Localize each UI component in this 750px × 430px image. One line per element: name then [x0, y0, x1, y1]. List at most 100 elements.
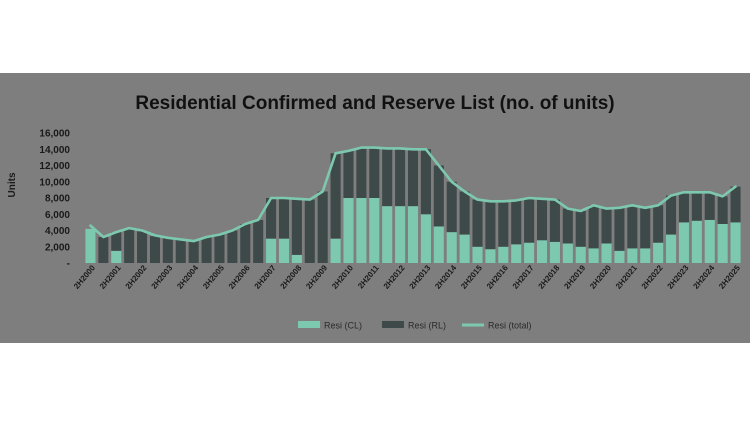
bar-resi-rl	[382, 148, 393, 207]
legend: Resi (CL) Resi (RL) Resi (total)	[298, 321, 532, 331]
y-tick-label: 12,000	[39, 161, 70, 172]
y-tick-label: 6,000	[45, 210, 70, 221]
x-axis: 2H2000 2H2001 2H2002 2H2003 2H2004 2H2005 2H20…	[72, 263, 742, 291]
bar-resi-rl	[253, 219, 264, 263]
bar-resi-cl	[395, 206, 406, 263]
bar-resi-cl	[730, 222, 741, 263]
legend-swatch	[298, 321, 320, 328]
bar-resi-rl	[549, 199, 560, 242]
bar-resi-rl	[653, 205, 664, 243]
chart-title: Residential Confirmed and Reserve List (…	[135, 93, 615, 114]
x-tick-label: 2H2006	[227, 263, 252, 291]
bar-resi-cl	[575, 246, 586, 263]
bar-resi-rl	[588, 205, 599, 249]
bar-resi-cl	[356, 198, 367, 263]
bar-resi-cl	[343, 198, 354, 263]
bar-resi-rl	[162, 237, 173, 263]
bar-resi-cl	[562, 243, 573, 263]
y-tick-label: 8,000	[45, 194, 70, 205]
bar-resi-cl	[407, 206, 419, 263]
bar-resi-rl	[356, 147, 367, 198]
x-tick-label: 2H2002	[124, 263, 149, 291]
bar-resi-rl	[666, 195, 677, 235]
line-layer	[89, 146, 737, 243]
y-tick-label: 10,000	[39, 177, 70, 188]
x-tick-label: 2H2019	[562, 263, 587, 291]
bar-resi-rl	[291, 198, 302, 255]
bar-resi-cl	[678, 222, 689, 263]
bar-resi-rl	[511, 200, 522, 245]
bar-resi-rl	[227, 230, 238, 263]
bar-resi-cl	[459, 234, 470, 263]
bar-resi-rl	[446, 181, 457, 233]
bar-resi-rl	[343, 150, 354, 198]
bar-resi-rl	[472, 199, 483, 247]
bar-resi-cl	[369, 198, 380, 263]
x-tick-label: 2H2008	[279, 263, 304, 291]
x-tick-label: 2H2012	[382, 263, 407, 291]
bar-resi-cl	[717, 224, 728, 263]
bar-resi-rl	[640, 207, 651, 249]
bar-resi-rl	[536, 198, 548, 241]
bar-resi-rl	[369, 147, 380, 198]
x-tick-label: 2H2023	[666, 263, 691, 291]
x-tick-label: 2H2013	[408, 263, 433, 291]
bar-resi-cl	[330, 238, 341, 263]
x-tick-label: 2H2018	[537, 263, 562, 291]
x-tick-label: 2H2009	[304, 263, 329, 291]
x-tick-label: 2H2025	[717, 263, 742, 291]
bar-resi-rl	[459, 191, 470, 235]
legend-label: Resi (CL)	[324, 321, 362, 331]
bar-resi-cl	[472, 246, 483, 263]
bar-resi-rl	[278, 198, 290, 239]
legend-label: Resi (RL)	[408, 321, 446, 331]
bar-resi-rl	[575, 211, 586, 247]
legend-swatch	[382, 321, 404, 328]
bar-resi-cl	[278, 238, 290, 263]
bar-resi-rl	[304, 199, 315, 263]
bar-resi-rl	[214, 234, 225, 263]
bar-resi-cl	[614, 250, 625, 263]
bar-resi-rl	[240, 224, 251, 263]
bar-resi-rl	[188, 241, 199, 263]
bar-resi-cl	[691, 220, 702, 263]
bar-resi-cl	[382, 206, 393, 263]
bar-resi-rl	[601, 208, 612, 244]
bar-resi-cl	[433, 226, 444, 263]
bar-resi-rl	[614, 207, 625, 251]
bar-resi-cl	[266, 238, 277, 263]
bar-resi-cl	[111, 250, 122, 263]
bar-resi-cl	[640, 248, 651, 263]
bar-resi-rl	[201, 237, 212, 263]
bar-resi-rl	[407, 149, 419, 207]
bar-resi-rl	[730, 186, 741, 223]
x-tick-label: 2H2015	[459, 263, 484, 291]
x-tick-label: 2H2011	[356, 263, 381, 290]
bar-resi-cl	[704, 219, 715, 263]
x-tick-label: 2H2000	[72, 263, 97, 291]
bar-resi-rl	[678, 192, 689, 223]
bar-resi-rl	[524, 198, 535, 243]
bar-resi-rl	[330, 153, 341, 239]
bar-resi-rl	[111, 232, 122, 251]
bar-resi-rl	[627, 205, 638, 249]
x-tick-label: 2H2004	[175, 263, 200, 291]
bar-resi-rl	[98, 237, 109, 263]
bar-resi-cl	[524, 242, 535, 263]
y-tick-label: 4,000	[45, 226, 70, 237]
x-tick-label: 2H2020	[588, 263, 613, 291]
bar-resi-rl	[395, 148, 406, 207]
y-tick-label: 16,000	[39, 129, 70, 140]
bar-resi-rl	[266, 198, 277, 239]
bar-resi-cl	[601, 243, 612, 263]
bar-resi-rl	[124, 228, 135, 263]
bar-resi-cl	[627, 248, 638, 263]
x-tick-label: 2H2024	[691, 263, 716, 291]
bar-resi-rl	[691, 192, 702, 221]
bar-resi-rl	[149, 236, 160, 263]
x-tick-label: 2H2014	[433, 263, 458, 291]
bar-resi-cl	[446, 232, 457, 263]
x-tick-label: 2H2007	[253, 263, 278, 291]
bar-resi-rl	[498, 201, 509, 247]
